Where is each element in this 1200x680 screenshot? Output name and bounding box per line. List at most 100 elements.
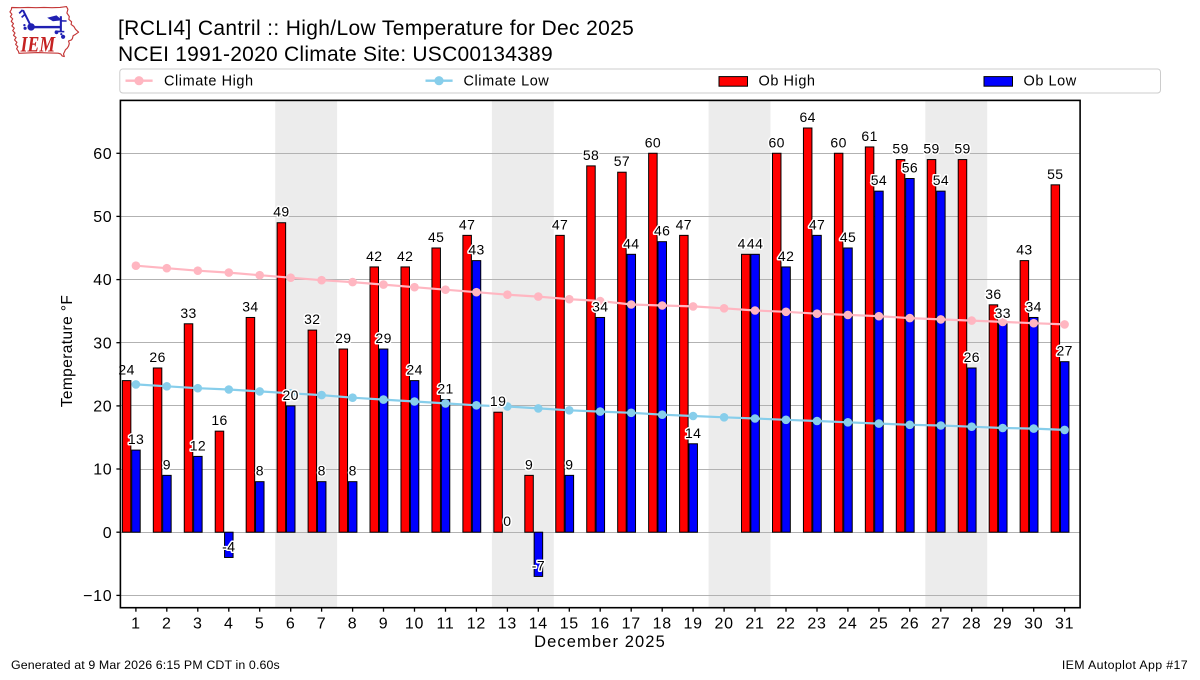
svg-text:IEM Autoplot App #17: IEM Autoplot App #17 [1062, 658, 1188, 672]
svg-text:20: 20 [93, 399, 112, 416]
svg-text:34: 34 [592, 299, 608, 315]
svg-text:46: 46 [654, 223, 670, 239]
svg-text:13: 13 [498, 616, 517, 633]
svg-text:Temperature °F: Temperature °F [59, 295, 76, 408]
svg-text:42: 42 [397, 248, 413, 264]
svg-text:40: 40 [93, 272, 112, 289]
svg-text:13: 13 [128, 431, 144, 447]
svg-text:December 2025: December 2025 [534, 633, 666, 651]
svg-text:14: 14 [529, 616, 548, 633]
svg-text:3: 3 [193, 616, 203, 633]
svg-text:7: 7 [317, 616, 327, 633]
svg-text:56: 56 [902, 160, 918, 176]
svg-text:43: 43 [468, 242, 484, 258]
svg-text:15: 15 [560, 616, 579, 633]
svg-text:42: 42 [778, 248, 794, 264]
svg-text:29: 29 [375, 330, 391, 346]
svg-text:20: 20 [283, 387, 299, 403]
svg-text:-4: -4 [222, 539, 235, 555]
svg-text:45: 45 [840, 229, 856, 245]
svg-text:18: 18 [653, 616, 672, 633]
svg-text:[RCLI4] Cantril :: High/Low Te: [RCLI4] Cantril :: High/Low Temperature … [118, 17, 634, 40]
svg-text:28: 28 [962, 616, 981, 633]
svg-text:Ob High: Ob High [759, 74, 816, 90]
svg-text:19: 19 [490, 393, 506, 409]
svg-text:31: 31 [1055, 616, 1074, 633]
svg-text:-7: -7 [532, 557, 545, 573]
svg-text:50: 50 [93, 209, 112, 226]
svg-text:49: 49 [273, 204, 289, 220]
svg-text:47: 47 [552, 216, 568, 232]
svg-text:29: 29 [993, 616, 1012, 633]
svg-text:23: 23 [807, 616, 826, 633]
svg-text:30: 30 [93, 335, 112, 352]
svg-text:0: 0 [103, 525, 113, 542]
svg-text:43: 43 [1016, 242, 1032, 258]
svg-text:42: 42 [366, 248, 382, 264]
svg-text:1: 1 [131, 616, 141, 633]
svg-text:24: 24 [838, 616, 857, 633]
svg-text:4: 4 [224, 616, 234, 633]
svg-text:36: 36 [985, 286, 1001, 302]
svg-text:34: 34 [242, 299, 258, 315]
svg-text:47: 47 [676, 216, 692, 232]
svg-text:5: 5 [255, 616, 265, 633]
svg-text:9: 9 [525, 456, 533, 472]
svg-text:60: 60 [93, 146, 112, 163]
svg-text:26: 26 [900, 616, 919, 633]
svg-text:10: 10 [405, 616, 424, 633]
svg-text:34: 34 [1026, 299, 1042, 315]
svg-text:Climate High: Climate High [164, 74, 254, 90]
svg-text:16: 16 [211, 412, 227, 428]
svg-text:8: 8 [348, 616, 358, 633]
svg-text:58: 58 [583, 147, 599, 163]
svg-text:27: 27 [931, 616, 950, 633]
svg-text:0: 0 [503, 513, 511, 529]
svg-text:IEM: IEM [20, 31, 56, 56]
svg-text:45: 45 [428, 229, 444, 245]
svg-text:29: 29 [335, 330, 351, 346]
svg-text:Generated at 9 Mar 2026 6:15 P: Generated at 9 Mar 2026 6:15 PM CDT in 0… [11, 658, 280, 672]
svg-text:9: 9 [565, 456, 573, 472]
svg-text:33: 33 [180, 305, 196, 321]
svg-text:9: 9 [163, 456, 171, 472]
svg-text:59: 59 [892, 141, 908, 157]
svg-text:NCEI 1991-2020 Climate Site: U: NCEI 1991-2020 Climate Site: USC00134389 [118, 43, 553, 66]
svg-text:12: 12 [190, 437, 206, 453]
svg-text:10: 10 [93, 462, 112, 479]
svg-text:19: 19 [683, 616, 702, 633]
svg-text:27: 27 [1057, 343, 1073, 359]
svg-text:60: 60 [769, 134, 785, 150]
svg-text:Ob Low: Ob Low [1024, 74, 1077, 90]
svg-text:25: 25 [869, 616, 888, 633]
svg-text:59: 59 [954, 141, 970, 157]
svg-text:44: 44 [747, 235, 763, 251]
svg-text:21: 21 [745, 616, 764, 633]
svg-text:24: 24 [406, 362, 422, 378]
svg-text:30: 30 [1024, 616, 1043, 633]
svg-text:20: 20 [714, 616, 733, 633]
svg-text:2: 2 [162, 616, 172, 633]
svg-text:16: 16 [591, 616, 610, 633]
svg-text:32: 32 [304, 311, 320, 327]
svg-text:6: 6 [286, 616, 296, 633]
svg-text:60: 60 [645, 134, 661, 150]
svg-text:8: 8 [349, 463, 357, 479]
svg-text:33: 33 [995, 305, 1011, 321]
svg-text:60: 60 [830, 134, 846, 150]
svg-text:26: 26 [149, 349, 165, 365]
svg-text:54: 54 [933, 172, 949, 188]
svg-text:9: 9 [379, 616, 389, 633]
svg-text:26: 26 [964, 349, 980, 365]
svg-text:59: 59 [923, 141, 939, 157]
svg-text:−10: −10 [83, 588, 112, 605]
svg-text:54: 54 [871, 172, 887, 188]
svg-text:57: 57 [614, 153, 630, 169]
svg-text:47: 47 [809, 216, 825, 232]
svg-text:21: 21 [437, 381, 453, 397]
svg-text:8: 8 [318, 463, 326, 479]
svg-text:22: 22 [776, 616, 795, 633]
svg-text:17: 17 [622, 616, 641, 633]
svg-text:61: 61 [861, 128, 877, 144]
svg-text:11: 11 [436, 616, 454, 633]
